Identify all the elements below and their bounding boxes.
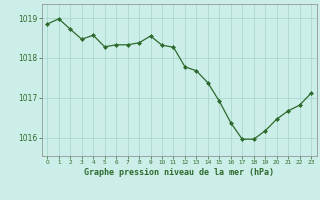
X-axis label: Graphe pression niveau de la mer (hPa): Graphe pression niveau de la mer (hPa) <box>84 168 274 177</box>
